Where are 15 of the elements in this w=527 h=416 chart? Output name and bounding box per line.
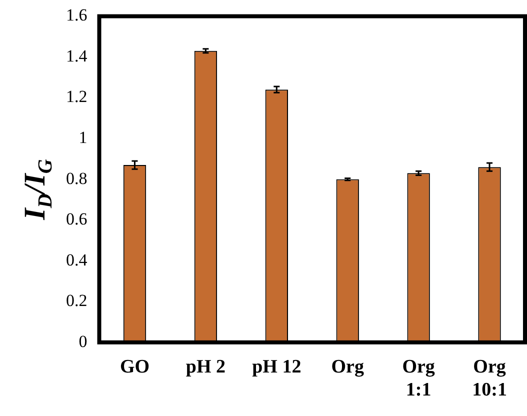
y-tick-label: 1.2 <box>66 87 88 106</box>
x-tick-label: pH 2 <box>186 356 226 378</box>
x-tick-label: Org <box>331 356 364 378</box>
x-tick-label: GO <box>120 356 150 378</box>
y-tick-label: 0.6 <box>66 210 88 229</box>
x-tick-label: Org 1:1 <box>402 356 436 401</box>
y-tick-label: 0 <box>78 332 88 351</box>
y-tick-label: 1.6 <box>66 6 88 25</box>
y-tick-label: 0.2 <box>66 291 88 310</box>
y-tick-label: 0.4 <box>66 250 88 270</box>
x-tick-label: Org 10:1 <box>472 356 507 401</box>
x-tick-label: pH 12 <box>252 356 302 378</box>
y-tick-label: 0.8 <box>66 168 88 188</box>
y-tick-label: 1.4 <box>66 46 88 66</box>
y-tick-label: 1 <box>78 128 88 147</box>
